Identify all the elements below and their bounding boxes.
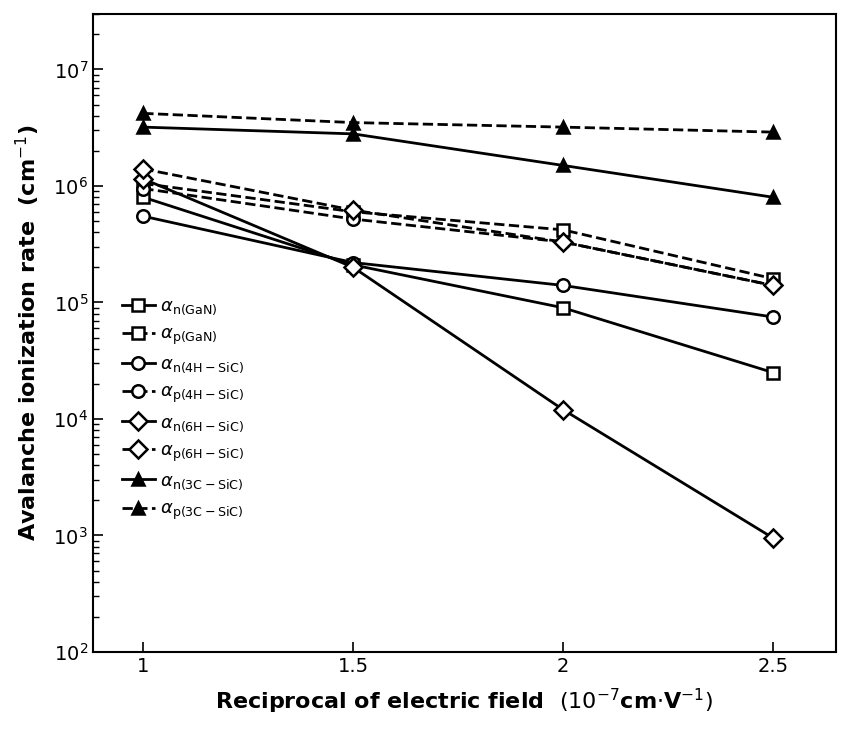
Y-axis label: Avalanche ionization rate  (cm$^{-1}$): Avalanche ionization rate (cm$^{-1}$): [14, 125, 42, 541]
X-axis label: Reciprocal of electric field  $(10^{-7}$cm$\cdot$V$^{-1})$: Reciprocal of electric field $(10^{-7}$c…: [215, 687, 713, 716]
Legend: $\alpha$$_{\mathregular{n(GaN)}}$, $\alpha$$_{\mathregular{p(GaN)}}$, $\alpha$$_: $\alpha$$_{\mathregular{n(GaN)}}$, $\alp…: [116, 291, 250, 527]
